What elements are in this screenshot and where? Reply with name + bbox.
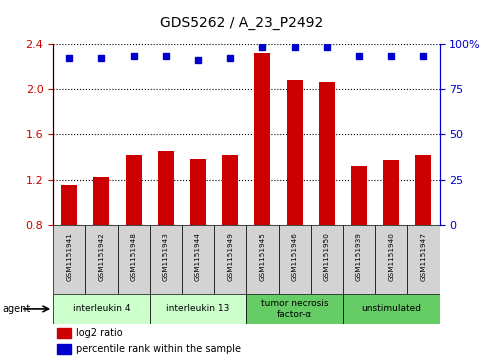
Bar bbox=[53, 225, 85, 294]
Bar bbox=[286, 80, 303, 225]
Bar bbox=[150, 294, 246, 324]
Text: GSM1151941: GSM1151941 bbox=[66, 232, 72, 281]
Bar bbox=[126, 155, 142, 225]
Bar bbox=[311, 225, 343, 294]
Text: GSM1151946: GSM1151946 bbox=[292, 232, 298, 281]
Bar bbox=[57, 329, 71, 338]
Bar bbox=[61, 185, 77, 225]
Text: interleukin 4: interleukin 4 bbox=[72, 305, 130, 313]
Text: agent: agent bbox=[2, 304, 30, 314]
Text: percentile rank within the sample: percentile rank within the sample bbox=[76, 344, 242, 354]
Text: GSM1151945: GSM1151945 bbox=[259, 232, 266, 281]
Bar bbox=[407, 225, 440, 294]
Text: GSM1151944: GSM1151944 bbox=[195, 232, 201, 281]
Text: GSM1151943: GSM1151943 bbox=[163, 232, 169, 281]
Bar bbox=[383, 160, 399, 225]
Bar bbox=[255, 53, 270, 225]
Text: GSM1151939: GSM1151939 bbox=[356, 232, 362, 281]
Bar bbox=[375, 225, 407, 294]
Text: GSM1151947: GSM1151947 bbox=[420, 232, 426, 281]
Bar bbox=[246, 225, 279, 294]
Text: unstimulated: unstimulated bbox=[361, 305, 421, 313]
Text: GSM1151950: GSM1151950 bbox=[324, 232, 330, 281]
Text: GSM1151940: GSM1151940 bbox=[388, 232, 394, 281]
Text: tumor necrosis
factor-α: tumor necrosis factor-α bbox=[261, 299, 328, 319]
Text: interleukin 13: interleukin 13 bbox=[166, 305, 230, 313]
Bar bbox=[279, 225, 311, 294]
Bar bbox=[150, 225, 182, 294]
Text: GSM1151949: GSM1151949 bbox=[227, 232, 233, 281]
Bar bbox=[415, 155, 431, 225]
Bar bbox=[246, 294, 343, 324]
Text: log2 ratio: log2 ratio bbox=[76, 328, 123, 338]
Bar bbox=[93, 178, 110, 225]
Bar bbox=[85, 225, 117, 294]
Bar bbox=[190, 159, 206, 225]
Bar bbox=[351, 166, 367, 225]
Bar bbox=[343, 225, 375, 294]
Text: GSM1151948: GSM1151948 bbox=[130, 232, 137, 281]
Bar bbox=[158, 151, 174, 225]
Bar bbox=[319, 82, 335, 225]
Text: GDS5262 / A_23_P2492: GDS5262 / A_23_P2492 bbox=[160, 16, 323, 30]
Bar bbox=[53, 294, 150, 324]
Bar bbox=[222, 155, 238, 225]
Bar bbox=[214, 225, 246, 294]
Bar bbox=[117, 225, 150, 294]
Bar bbox=[343, 294, 440, 324]
Bar bbox=[182, 225, 214, 294]
Text: GSM1151942: GSM1151942 bbox=[99, 232, 104, 281]
Bar bbox=[57, 344, 71, 354]
